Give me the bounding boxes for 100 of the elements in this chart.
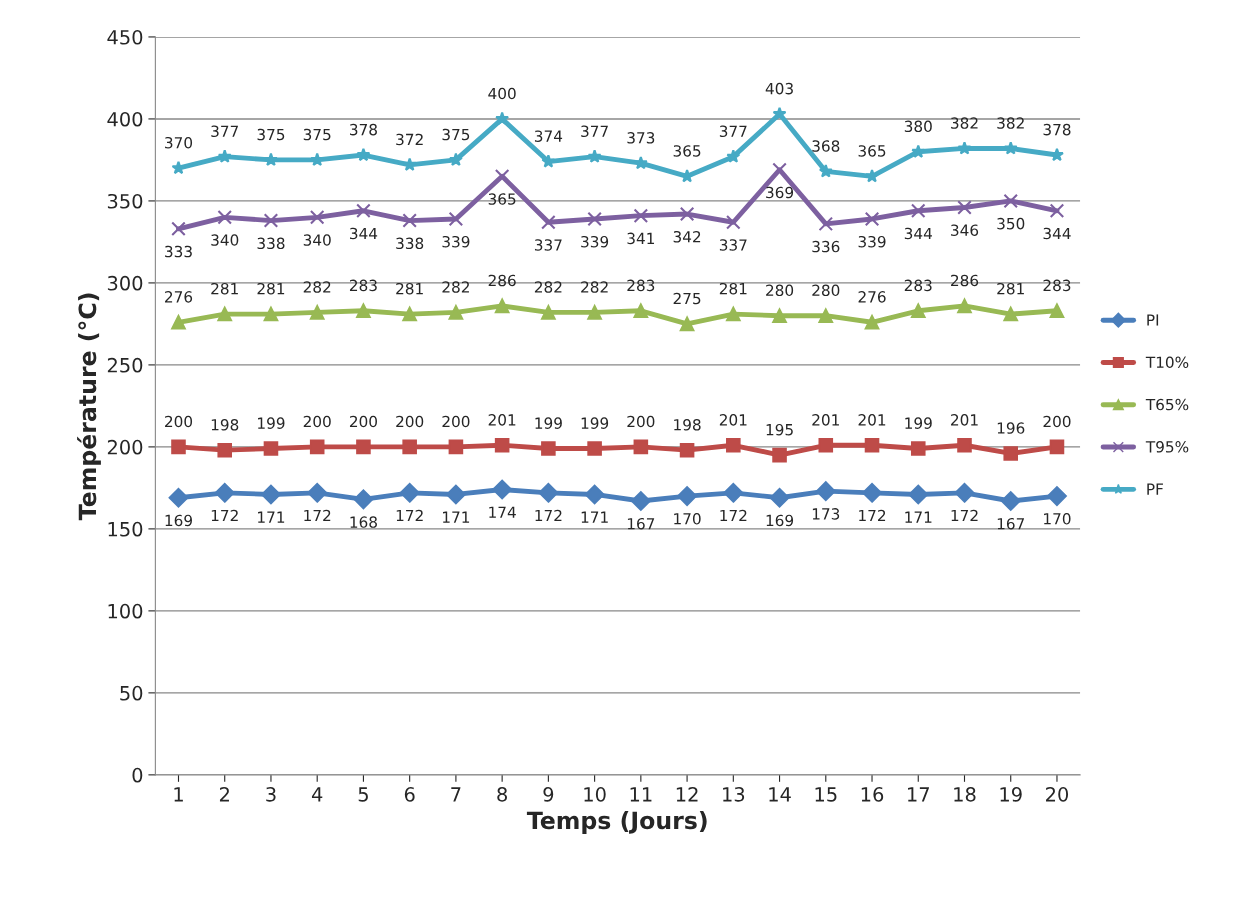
- data-label: 282: [442, 281, 469, 293]
- data-label: 281: [396, 282, 423, 295]
- data-label: 350: [997, 217, 1025, 230]
- data-label: 365: [858, 145, 886, 157]
- data-label: 365: [488, 193, 516, 205]
- data-label: 374: [534, 130, 563, 142]
- data-label: 174: [489, 506, 516, 518]
- x-tick-label: 11: [630, 787, 652, 802]
- data-label: 276: [858, 291, 886, 303]
- data-label: 281: [719, 282, 747, 295]
- data-label: 339: [581, 235, 609, 248]
- data-label: 169: [766, 514, 794, 527]
- data-label: 337: [719, 239, 747, 251]
- x-tick-label: 20: [1046, 787, 1069, 802]
- data-label: 200: [1043, 415, 1071, 428]
- data-label: 340: [211, 234, 239, 246]
- data-label: 172: [720, 509, 747, 522]
- data-label: 339: [858, 235, 886, 248]
- data-label: 275: [673, 292, 701, 305]
- legend-label: PI: [1147, 314, 1159, 326]
- legend-label: T65%: [1145, 398, 1189, 411]
- y-axis-title: Température (°C): [77, 293, 101, 521]
- data-label: 280: [812, 284, 840, 297]
- data-label: 171: [905, 511, 932, 523]
- x-tick-label: 6: [404, 787, 415, 802]
- data-label: 172: [535, 509, 562, 522]
- data-label: 372: [396, 133, 423, 146]
- data-label: 400: [488, 87, 516, 100]
- data-label: 344: [350, 227, 378, 240]
- y-tick-label: 150: [108, 521, 143, 537]
- data-label: 339: [442, 235, 470, 248]
- data-label: 171: [443, 511, 470, 523]
- x-tick-label: 13: [723, 787, 745, 802]
- data-label: 170: [1044, 513, 1071, 525]
- x-tick-label: 8: [497, 787, 507, 802]
- x-tick-label: 9: [543, 787, 554, 802]
- data-label: 380: [904, 120, 932, 133]
- data-label: 200: [627, 415, 655, 428]
- data-label: 196: [997, 422, 1025, 434]
- data-label: 171: [581, 511, 608, 523]
- x-tick-label: 3: [266, 787, 276, 802]
- y-tick-label: 450: [107, 29, 143, 45]
- data-label: 403: [765, 82, 793, 95]
- x-axis-title: Temps (Jours): [526, 811, 707, 834]
- data-label: 200: [349, 415, 377, 428]
- data-label: 199: [581, 417, 609, 429]
- data-label: 283: [904, 279, 932, 292]
- data-label: 337: [534, 239, 562, 251]
- data-label: 198: [674, 418, 701, 431]
- data-label: 283: [349, 279, 377, 292]
- data-label: 201: [812, 414, 839, 426]
- data-label: 342: [673, 230, 701, 243]
- data-label: 170: [674, 513, 701, 525]
- data-label: 167: [997, 517, 1025, 530]
- data-label: 200: [303, 415, 331, 428]
- data-label: 201: [719, 414, 747, 426]
- data-label: 172: [211, 509, 238, 522]
- data-label: 200: [396, 415, 424, 428]
- data-label: 282: [581, 281, 608, 293]
- data-label: 377: [211, 125, 238, 138]
- x-tick-label: 19: [1000, 787, 1022, 802]
- data-label: 172: [859, 509, 886, 522]
- data-label: 382: [997, 117, 1024, 129]
- data-label: 172: [396, 509, 423, 522]
- data-label: 172: [304, 509, 331, 522]
- x-tick-label: 10: [584, 787, 606, 802]
- data-label: 281: [211, 282, 238, 295]
- data-label: 373: [627, 132, 655, 144]
- x-tick-label: 18: [954, 787, 976, 802]
- y-tick-label: 0: [132, 767, 143, 783]
- data-label: 375: [257, 128, 285, 141]
- x-tick-label: 14: [769, 787, 791, 802]
- data-label: 283: [1043, 279, 1071, 292]
- data-label: 341: [627, 232, 655, 245]
- data-label: 198: [211, 418, 239, 431]
- x-tick-label: 5: [358, 787, 368, 802]
- data-label: 368: [812, 140, 840, 152]
- data-label: 282: [534, 281, 562, 293]
- data-label: 370: [165, 136, 193, 149]
- data-label: 286: [488, 274, 516, 287]
- data-label: 336: [812, 240, 840, 253]
- x-tick-label: 12: [676, 787, 698, 802]
- x-tick-label: 4: [311, 787, 323, 802]
- data-label: 283: [627, 279, 655, 292]
- data-label: 200: [165, 415, 193, 428]
- data-label: 382: [951, 117, 978, 129]
- data-label: 365: [673, 145, 701, 157]
- data-label: 369: [766, 186, 794, 199]
- x-tick-label: 2: [219, 787, 229, 802]
- data-label: 378: [350, 123, 377, 136]
- data-label: 201: [951, 414, 978, 426]
- data-label: 199: [535, 417, 562, 429]
- data-label: 282: [303, 281, 331, 293]
- data-label: 338: [396, 237, 424, 250]
- y-tick-label: 400: [107, 111, 143, 127]
- data-label: 199: [905, 417, 932, 429]
- data-label: 280: [766, 284, 794, 297]
- data-label: 276: [165, 291, 193, 303]
- data-label: 167: [627, 517, 655, 530]
- data-label: 375: [303, 128, 331, 141]
